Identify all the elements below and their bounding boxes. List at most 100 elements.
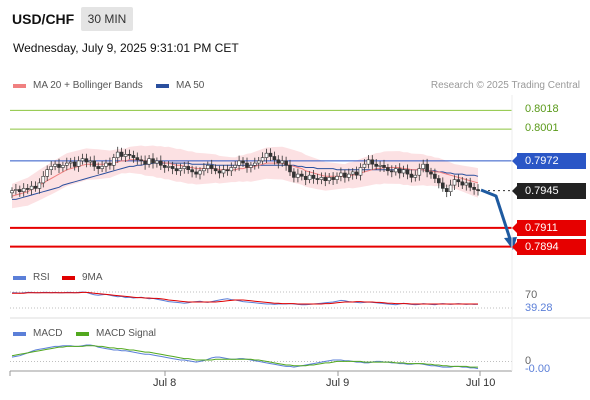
- candle: [209, 159, 214, 174]
- candle-body: [264, 152, 269, 158]
- candle: [346, 168, 351, 182]
- candle: [206, 161, 210, 174]
- candle-body: [166, 166, 171, 168]
- candle: [354, 166, 359, 180]
- candle: [190, 165, 194, 178]
- candle-body: [151, 158, 155, 164]
- timeframe-button[interactable]: 30 MIN: [81, 7, 133, 31]
- candle-body: [452, 179, 457, 186]
- candle: [49, 161, 54, 175]
- rsi-panel: [10, 291, 590, 319]
- rsi-line: [12, 291, 479, 306]
- candle-body: [72, 161, 77, 167]
- rsi-current-value: 39.28: [525, 302, 553, 314]
- candle-body: [209, 165, 214, 169]
- candle-body: [131, 155, 136, 158]
- candle: [17, 185, 22, 197]
- level-label-0.8001: 0.8001: [525, 122, 559, 135]
- candle-body: [382, 165, 386, 168]
- candle: [45, 165, 50, 181]
- candle-body: [178, 168, 183, 172]
- candle-body: [68, 161, 73, 164]
- candle: [315, 173, 320, 185]
- ma9-swatch: [62, 275, 75, 280]
- candle: [276, 155, 281, 169]
- candle: [350, 168, 355, 180]
- candle-body: [362, 163, 367, 168]
- candle-body: [143, 160, 147, 165]
- candle: [162, 161, 167, 173]
- candle: [155, 157, 159, 168]
- macd-panel: [10, 344, 512, 370]
- candle: [421, 159, 426, 173]
- candle: [343, 169, 347, 183]
- candle-body: [393, 168, 398, 173]
- candle: [307, 171, 312, 184]
- chart-datetime: Wednesday, July 9, 2025 9:31:01 PM CET: [13, 41, 239, 55]
- candle: [436, 175, 441, 189]
- candle: [339, 167, 343, 182]
- candle: [319, 172, 324, 185]
- candle-body: [354, 171, 359, 176]
- candle: [25, 184, 30, 194]
- candle-body: [139, 159, 143, 162]
- candle-body: [386, 167, 390, 172]
- candle: [284, 156, 288, 171]
- candle-body: [448, 184, 453, 193]
- candle-body: [335, 176, 339, 180]
- candle-body: [350, 171, 355, 175]
- candle-body: [311, 174, 316, 179]
- candle-body: [233, 165, 237, 168]
- legend-rsi: RSI: [13, 272, 50, 283]
- candle: [378, 161, 382, 172]
- candle: [72, 156, 77, 171]
- candle-body: [10, 190, 14, 194]
- candle: [21, 183, 26, 197]
- candle-body: [436, 178, 441, 184]
- candle-body: [112, 157, 116, 166]
- candle-body: [202, 168, 206, 172]
- candle-body: [253, 162, 257, 166]
- candle: [389, 165, 394, 178]
- candle: [229, 162, 234, 176]
- candle-body: [80, 158, 85, 162]
- candle-body: [421, 163, 426, 169]
- x-tick-label-jul8: Jul 8: [153, 377, 177, 389]
- candle: [178, 163, 183, 176]
- candle-body: [303, 176, 308, 180]
- legend-ma20-label: MA 20 + Bollinger Bands: [33, 80, 143, 91]
- candle-body: [198, 170, 202, 175]
- level-label-0.7894: 0.7894: [512, 238, 586, 255]
- candle-body: [319, 177, 324, 180]
- candle-body: [292, 171, 296, 178]
- candle: [65, 157, 69, 171]
- research-credit: Research © 2025 Trading Central: [430, 80, 580, 91]
- candle-body: [397, 168, 402, 174]
- candle: [241, 157, 245, 167]
- candle-body: [339, 172, 343, 177]
- candle: [249, 162, 253, 173]
- candle: [264, 148, 269, 163]
- candle: [374, 159, 379, 170]
- candle-body: [409, 173, 414, 178]
- candle-body: [268, 152, 273, 157]
- candle: [198, 167, 202, 180]
- candle: [166, 161, 171, 172]
- macd-swatch: [13, 331, 26, 336]
- candle: [429, 167, 433, 179]
- candle: [476, 184, 480, 196]
- candle-body: [206, 165, 210, 169]
- candle-body: [221, 169, 226, 174]
- candle: [92, 155, 96, 171]
- candle-body: [413, 174, 418, 178]
- legend-9ma-label: 9MA: [82, 272, 103, 283]
- candle: [123, 149, 128, 162]
- candle-body: [127, 154, 132, 156]
- candle-body: [92, 160, 96, 167]
- candle: [393, 165, 398, 176]
- candle: [327, 173, 332, 185]
- candle-body: [61, 165, 65, 168]
- candle-body: [405, 169, 410, 175]
- macd-signal-line: [11, 345, 478, 368]
